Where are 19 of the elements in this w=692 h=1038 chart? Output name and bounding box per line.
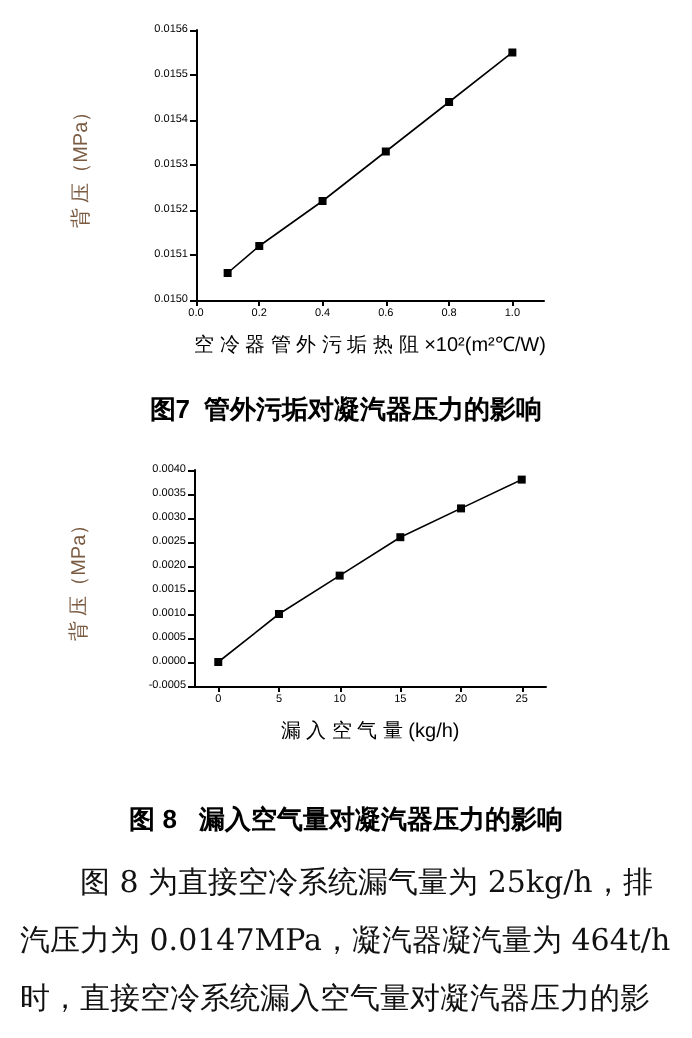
y-axis-title: 背 压（MPa） bbox=[67, 514, 91, 642]
point bbox=[255, 242, 264, 250]
point bbox=[517, 475, 526, 484]
point bbox=[508, 48, 517, 57]
x-axis-title: 空 冷 器 管 外 污 垢 热 阻 ×10²(m²℃/W) bbox=[194, 333, 546, 357]
point bbox=[214, 658, 223, 666]
caption: 图 8 为直接空冷系统漏气量为 25kg/h，排汽压力为 0.0147MPa，凝汽器凝汽量为 464t/h时，直接空冷系统漏入空气量对凝汽器压力的影 bbox=[18, 862, 673, 1020]
point bbox=[274, 610, 283, 618]
point bbox=[381, 147, 390, 156]
x-axis-title: 漏 入 空 气 量 (kg/h) bbox=[280, 719, 460, 743]
text: 图7 管外污垢对凝汽器压力的影响 bbox=[149, 394, 543, 424]
y-axis-title: 背 压（MPa） bbox=[69, 101, 93, 229]
point bbox=[318, 197, 327, 205]
point bbox=[335, 571, 344, 580]
point bbox=[457, 504, 466, 513]
text: 图 8 漏入空气量对凝汽器压力的影响 bbox=[129, 804, 563, 834]
point bbox=[223, 269, 232, 277]
point bbox=[445, 98, 454, 106]
point bbox=[396, 533, 405, 542]
